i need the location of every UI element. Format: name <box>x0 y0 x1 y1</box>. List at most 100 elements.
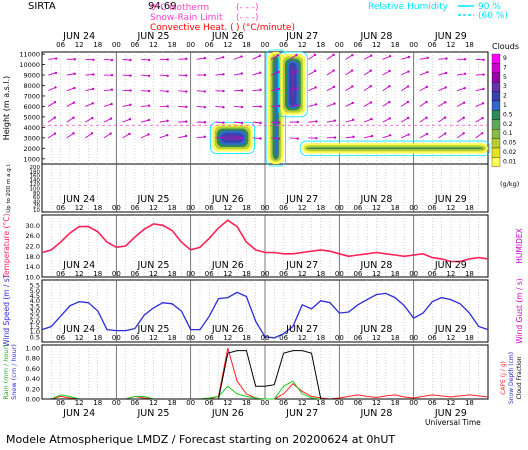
wind-arrow-head <box>388 55 392 58</box>
hour-tick-label: 00 <box>112 399 121 407</box>
wind-arrow <box>159 120 168 123</box>
hour-tick-label: 06 <box>56 334 65 342</box>
wind-arrow-head <box>351 53 354 57</box>
wind-arrow-head <box>369 101 373 104</box>
wind-arrow <box>66 73 75 76</box>
hour-tick-label: 00 <box>409 334 418 342</box>
day-label: JUN 29 <box>434 31 467 42</box>
hour-tick-label: 00 <box>261 41 270 49</box>
wind-arrow-head <box>369 69 373 72</box>
wind-arrow <box>122 118 131 123</box>
wind-arrow-head <box>425 132 429 136</box>
hour-tick-label: 12 <box>446 334 455 342</box>
precip-tick-label: 0.20 <box>26 385 40 393</box>
wind-arrow-head <box>91 102 94 105</box>
data-series <box>41 219 489 400</box>
hour-tick-label: 00 <box>112 270 121 278</box>
wind-arrow-head <box>184 134 188 138</box>
wind-arrow-head <box>259 88 262 91</box>
hour-tick-label: 18 <box>465 270 474 278</box>
near-ground-tick-label: 160 <box>30 174 41 180</box>
wind-arrow-head <box>147 58 151 62</box>
wind-arrow-head <box>110 102 113 106</box>
wind-arrow <box>252 121 261 124</box>
near-ground-tick-label: 180 <box>30 169 41 175</box>
wind-arrow <box>178 121 187 123</box>
axis-ticks: 06 12 18 00 06 12 18 00 06 12 18 00 06 12 18 00 06 12 18 00… <box>19 31 488 419</box>
wind-arrow <box>122 58 131 61</box>
wind-arrow-head <box>147 133 150 136</box>
legend-label: Convective Heat. ( <box>150 23 234 33</box>
wind-arrow-head <box>425 100 428 104</box>
wind-arrow-head <box>110 88 114 91</box>
y-tick-label: 5000 <box>23 113 40 121</box>
hour-tick-label: 18 <box>391 334 400 342</box>
hour-tick-label: 12 <box>298 41 307 49</box>
y-tick-label: 6000 <box>23 103 40 111</box>
wind-arrow-head <box>147 89 151 93</box>
temperature-tick-label: 18.0 <box>26 253 40 261</box>
wind-arrow <box>345 102 353 107</box>
clouds-colorbar: Clouds 9 7 5 3 2 1 0.5 0.2 0.1 0.05 0.02 0.01 (g/kg) <box>491 42 519 188</box>
hour-tick-label: 06 <box>56 270 65 278</box>
day-label: JUN 25 <box>137 31 170 42</box>
hour-tick-label: 00 <box>261 204 270 212</box>
hour-tick-label: 06 <box>353 41 362 49</box>
wind-arrow <box>401 71 409 76</box>
wind-arrow <box>345 86 353 92</box>
wind-arrow <box>308 70 316 76</box>
day-label: JUN 26 <box>211 194 244 205</box>
colorbar-swatch <box>491 100 501 111</box>
colorbar-swatch <box>491 138 501 149</box>
wind-speed-line <box>41 291 489 339</box>
hour-tick-label: 18 <box>93 334 102 342</box>
hour-tick-label: 12 <box>223 204 232 212</box>
wind-arrow-head <box>333 136 337 139</box>
wind-arrow-head <box>295 70 299 73</box>
hour-tick-label: 12 <box>372 334 381 342</box>
colorbar-level: 7 <box>503 64 507 71</box>
temperature-tick-label: 26.0 <box>26 232 40 240</box>
colorbar-swatch <box>491 53 501 64</box>
hour-tick-label: 06 <box>353 204 362 212</box>
temperature-tick-label: 30.0 <box>26 222 40 230</box>
hour-tick-label: 06 <box>428 41 437 49</box>
hour-tick-label: 12 <box>223 334 232 342</box>
wind-arrow-head <box>109 132 112 135</box>
temperature-tick-label: 14.0 <box>26 263 40 271</box>
wind-arrow <box>363 118 372 123</box>
wind-arrow-head <box>147 104 151 107</box>
cloud-layer <box>274 58 277 158</box>
near-ground-tick-label: 120 <box>30 182 41 188</box>
y-tick-label: 7000 <box>23 92 40 100</box>
wind-arrow <box>85 102 93 107</box>
y-tick-label: 11000 <box>19 51 40 59</box>
legend-pct: (60 %) <box>478 11 508 21</box>
colorbar-swatch <box>491 119 501 130</box>
hour-tick-label: 06 <box>428 334 437 342</box>
wind-arrow <box>141 74 150 77</box>
wind-arrow <box>364 135 373 139</box>
precip-tick-label: 0.80 <box>26 355 40 363</box>
wind-arrow <box>438 117 446 123</box>
hour-tick-label: 18 <box>465 204 474 212</box>
wind-arrow <box>419 117 427 123</box>
wind-arrow-head <box>166 74 169 77</box>
wind-tick-label: 2.5 <box>30 313 40 321</box>
wind-arrow-head <box>315 120 318 123</box>
hour-tick-label: 06 <box>279 270 288 278</box>
wind-arrow <box>401 134 409 139</box>
wind-arrow <box>66 117 74 123</box>
wind-arrow <box>438 133 446 139</box>
wind-arrow-head <box>444 132 447 135</box>
wind-arrow-head <box>333 102 336 105</box>
wind-arrow-head <box>166 105 169 108</box>
wind-tick-label: 4.5 <box>30 292 40 300</box>
wind-arrow-head <box>295 53 298 57</box>
hour-tick-label: 18 <box>391 204 400 212</box>
day-label: JUN 25 <box>137 194 170 205</box>
wind-arrow-head <box>277 121 281 124</box>
hour-tick-label: 12 <box>446 270 455 278</box>
wind-arrow-head <box>185 90 188 93</box>
